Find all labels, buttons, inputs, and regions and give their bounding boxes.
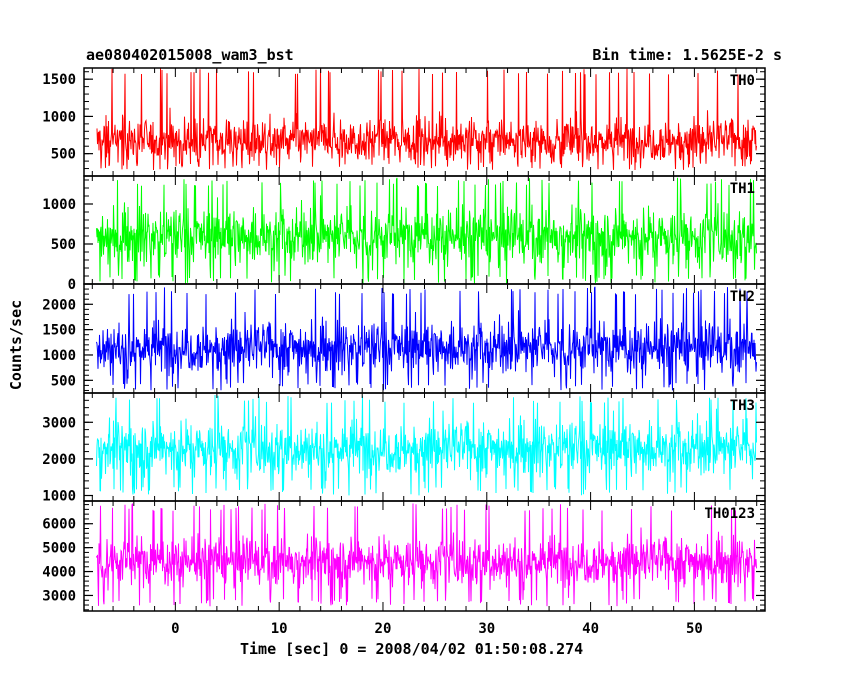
y-tick-label: 3000 xyxy=(42,588,76,604)
series-th0123-line xyxy=(96,503,757,607)
panel-label-th0: TH0 xyxy=(730,73,755,89)
chart-title: ae080402015008_wam3_bst xyxy=(86,46,294,64)
panel-label-th2: TH2 xyxy=(730,289,755,305)
y-tick-label: 4000 xyxy=(42,565,76,581)
y-tick-label: 0 xyxy=(68,277,76,293)
y-tick-label: 500 xyxy=(51,373,76,389)
series-th0-line xyxy=(96,68,757,171)
x-tick-label: 40 xyxy=(582,621,599,637)
y-tick-label: 6000 xyxy=(42,517,76,533)
y-tick-label: 500 xyxy=(51,237,76,253)
y-tick-label: 1000 xyxy=(42,489,76,505)
y-tick-label: 2000 xyxy=(42,452,76,468)
panel-label-th0123: TH0123 xyxy=(704,506,755,522)
x-tick-label: 20 xyxy=(375,621,392,637)
y-tick-label: 1500 xyxy=(42,72,76,88)
x-tick-label: 0 xyxy=(171,621,179,637)
bin-time-label: Bin time: 1.5625E-2 s xyxy=(592,46,782,64)
y-tick-label: 5000 xyxy=(42,541,76,557)
panel-label-th1: TH1 xyxy=(730,181,755,197)
y-tick-label: 500 xyxy=(51,147,76,163)
y-tick-label: 2000 xyxy=(42,297,76,313)
y-tick-label: 1500 xyxy=(42,323,76,339)
series-th3-line xyxy=(96,394,757,496)
x-axis-label: Time [sec] 0 = 2008/04/02 01:50:08.274 xyxy=(240,640,584,658)
x-tick-label: 30 xyxy=(478,621,495,637)
y-tick-label: 3000 xyxy=(42,415,76,431)
series-th1-line xyxy=(96,177,757,285)
series-th2-line xyxy=(96,286,757,391)
x-tick-label: 50 xyxy=(686,621,703,637)
y-tick-label: 1000 xyxy=(42,109,76,125)
y-tick-label: 1000 xyxy=(42,197,76,213)
panel-label-th3: TH3 xyxy=(730,398,755,414)
x-tick-label: 10 xyxy=(271,621,288,637)
y-tick-label: 1000 xyxy=(42,348,76,364)
